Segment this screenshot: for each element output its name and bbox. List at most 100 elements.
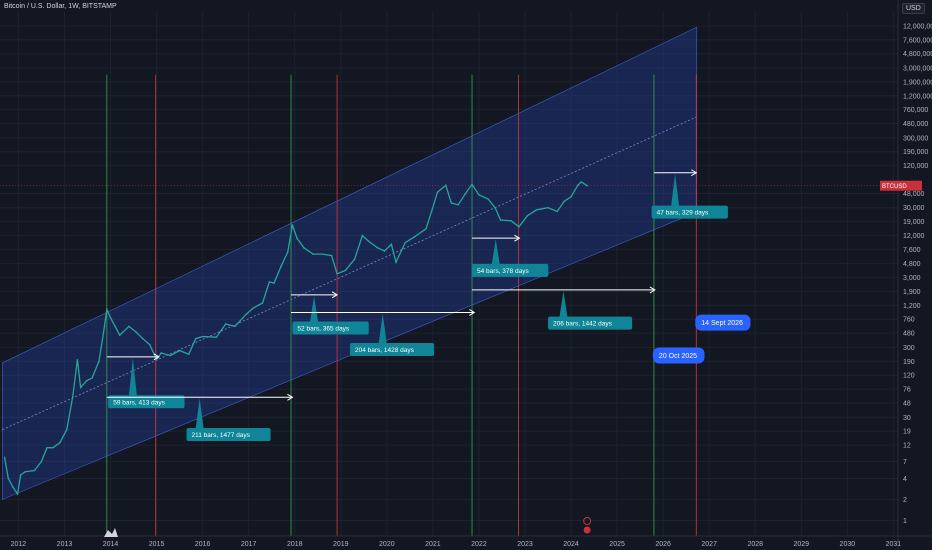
price-point <box>330 254 333 257</box>
y-tick-label: 48 <box>903 401 911 408</box>
annotation-box <box>349 343 435 357</box>
price-point <box>98 360 100 363</box>
price-point <box>52 446 54 449</box>
y-tick-label: 30,000 <box>903 205 925 212</box>
price-point <box>141 337 144 340</box>
price-point <box>367 240 370 242</box>
price-point <box>178 349 181 352</box>
price-point <box>336 272 338 275</box>
x-tick-label: 2012 <box>11 541 27 548</box>
x-tick-label: 2014 <box>103 541 119 548</box>
x-tick-label: 2027 <box>701 541 717 548</box>
price-point <box>577 184 579 187</box>
y-tick-label: 19 <box>903 429 911 436</box>
price-point <box>296 237 298 239</box>
date-callout: 14 Sept 2026 <box>695 314 751 331</box>
price-point <box>436 191 439 194</box>
y-tick-label: 12,000,000 <box>903 23 932 30</box>
price-point <box>444 184 447 187</box>
annotation-pointer <box>378 313 387 344</box>
y-tick-label: 7 <box>903 459 907 466</box>
price-axis-pane <box>898 0 932 550</box>
date-callout-label: 20 Oct 2025 <box>659 353 697 360</box>
date-callout: 20 Oct 2025 <box>652 347 705 364</box>
price-point <box>563 200 565 203</box>
annotation-label: 211 bars, 1477 days <box>192 432 251 439</box>
chart-title: Bitcoin / U.S. Dollar, 1W, BITSTAMP <box>4 3 117 10</box>
annotation-pointer <box>310 295 319 322</box>
price-point <box>547 206 549 209</box>
currency-button[interactable]: USD <box>902 3 925 14</box>
y-tick-label: 3,000 <box>903 275 921 282</box>
y-tick-label: 480,000 <box>903 121 928 128</box>
price-point <box>526 214 529 217</box>
price-point <box>16 493 19 495</box>
price-point <box>59 441 61 444</box>
y-tick-label: 4 <box>903 476 907 483</box>
price-point <box>457 204 460 206</box>
price-point <box>106 308 108 311</box>
x-tick-label: 2031 <box>886 541 902 548</box>
range-annotation: 211 bars, 1477 days <box>106 393 294 442</box>
price-point <box>245 313 248 315</box>
price-line <box>3 181 588 496</box>
price-point <box>79 386 82 389</box>
annotation-label: 59 bars, 413 days <box>113 399 165 406</box>
price-point <box>494 206 496 209</box>
logo-shape <box>104 528 118 537</box>
price-point <box>224 323 227 325</box>
x-tick-label: 2013 <box>57 541 73 548</box>
price-point <box>91 377 93 379</box>
price-point <box>234 325 236 328</box>
range-arrowhead <box>514 234 521 242</box>
y-tick-label: 2 <box>903 497 907 504</box>
annotation-box <box>548 316 633 330</box>
range-arrowhead <box>287 393 294 401</box>
range-annotation: 52 bars, 365 days <box>291 291 369 335</box>
price-point <box>287 251 289 253</box>
price-point <box>148 343 151 346</box>
price-point <box>321 253 324 255</box>
price-point <box>518 225 520 228</box>
y-tick-label: 120 <box>903 373 915 380</box>
price-point <box>450 202 453 204</box>
price-point <box>390 243 393 246</box>
price-point <box>280 265 282 268</box>
price-point <box>33 469 36 472</box>
price-point <box>471 183 473 186</box>
price-point <box>383 250 386 252</box>
price-point <box>404 241 407 244</box>
annotation-pointer <box>195 398 204 429</box>
annotation-label: 52 bars, 365 days <box>297 325 349 332</box>
x-tick-label: 2020 <box>379 541 395 548</box>
range-arrowhead <box>691 169 698 177</box>
x-tick-label: 2030 <box>840 541 856 548</box>
range-arrowhead <box>331 291 339 299</box>
price-point <box>431 207 434 210</box>
price-point <box>85 379 88 382</box>
y-tick-label: 760 <box>903 317 915 324</box>
price-point <box>395 261 397 263</box>
range-arrowhead <box>469 309 476 316</box>
price-point <box>24 470 27 473</box>
y-tick-label: 4,800 <box>903 261 921 268</box>
price-point <box>118 334 121 336</box>
price-point <box>580 181 582 183</box>
y-tick-label: 30 <box>903 415 911 422</box>
price-point <box>535 209 538 211</box>
price-point <box>261 302 264 304</box>
annotation-box <box>186 428 271 442</box>
range-annotation: 47 bars, 329 days <box>651 169 728 219</box>
x-tick-label: 2023 <box>517 541 533 548</box>
price-point <box>425 227 427 230</box>
price-point <box>103 325 106 328</box>
tradingview-logo-icon <box>104 528 118 537</box>
price-point <box>487 198 489 200</box>
annotation-pointer <box>559 290 568 318</box>
price-point <box>19 474 22 476</box>
channel-midline <box>2 116 697 430</box>
price-point <box>499 219 502 221</box>
price-point <box>361 234 364 237</box>
